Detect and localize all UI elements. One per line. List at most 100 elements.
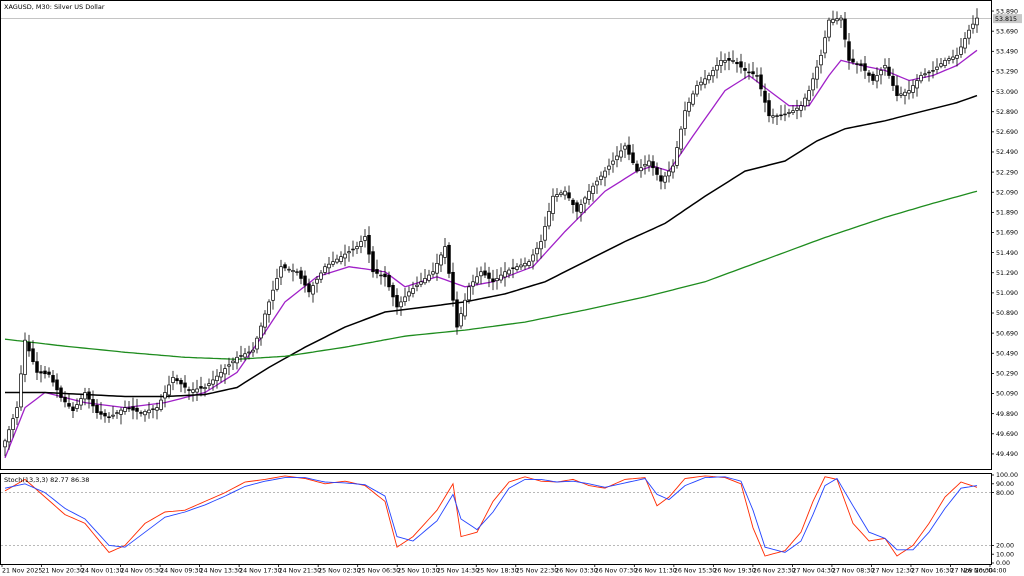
bull-candle <box>515 266 519 270</box>
bull-candle <box>603 170 607 178</box>
price-tick-label: 53.490 <box>996 49 1018 56</box>
price-tick-label: 53.290 <box>996 69 1018 76</box>
bull-candle <box>163 392 167 399</box>
bull-candle <box>755 75 759 77</box>
bull-candle <box>475 276 479 284</box>
time-tick-label: 24 Nov 13:30 <box>200 568 242 575</box>
bull-candle <box>327 263 331 269</box>
stochastic-panel-frame <box>0 473 992 565</box>
bear-candle <box>739 61 743 68</box>
bull-candle <box>167 384 171 396</box>
bear-candle <box>659 175 663 182</box>
time-tick-label: 25 Nov 22:30 <box>516 568 558 575</box>
stoch-tick-label: 20.00 <box>996 543 1014 550</box>
stoch-tick-label: 0.00 <box>996 560 1010 567</box>
bull-candle <box>563 190 567 196</box>
bull-candle <box>787 112 791 114</box>
price-tick-label: 49.690 <box>996 431 1018 438</box>
bear-candle <box>391 284 395 298</box>
bull-candle <box>715 65 719 71</box>
bull-candle <box>267 301 271 315</box>
bull-candle <box>211 379 215 385</box>
bull-candle <box>223 368 227 375</box>
bull-candle <box>675 147 679 166</box>
bull-candle <box>423 278 427 284</box>
bull-candle <box>835 18 839 22</box>
bull-candle <box>207 383 211 386</box>
ema-mid-line <box>5 94 978 398</box>
bull-candle <box>467 286 471 301</box>
bull-candle <box>803 97 807 107</box>
ema-slow-line <box>4 190 978 360</box>
bull-candle <box>271 289 275 301</box>
bear-candle <box>867 72 871 76</box>
bull-candle <box>723 60 727 63</box>
time-tick-label: 25 Nov 10:30 <box>397 568 439 575</box>
bull-candle <box>811 78 815 91</box>
bear-candle <box>283 264 287 269</box>
time-tick-label: 27 Nov 04:30 <box>792 568 834 575</box>
stoch-tick-label: 90.00 <box>996 481 1014 488</box>
bull-candle <box>335 258 339 263</box>
bear-candle <box>183 382 187 388</box>
bull-candle <box>619 150 623 158</box>
bull-candle <box>143 411 147 416</box>
bear-candle <box>139 412 143 414</box>
bull-candle <box>903 91 907 96</box>
time-tick-label: 25 Nov 14:30 <box>437 568 479 575</box>
bear-candle <box>455 299 459 328</box>
bull-candle <box>947 58 951 61</box>
bull-candle <box>331 261 335 265</box>
bear-candle <box>779 114 783 117</box>
bear-candle <box>103 412 107 417</box>
bear-candle <box>99 411 103 415</box>
bear-candle <box>71 406 75 411</box>
bull-candle <box>959 46 963 55</box>
bull-candle <box>539 241 543 250</box>
stoch-signal-line <box>4 476 978 553</box>
bull-candle <box>123 407 127 412</box>
time-tick-label: 24 Nov 09:30 <box>160 568 202 575</box>
bull-candle <box>623 145 627 150</box>
bull-candle <box>403 296 407 302</box>
bull-candle <box>359 241 363 247</box>
bull-candle <box>807 90 811 101</box>
bull-candle <box>251 349 255 353</box>
bull-candle <box>599 175 603 180</box>
bear-candle <box>135 407 139 412</box>
bull-candle <box>235 356 239 364</box>
bull-candle <box>831 19 835 23</box>
bull-candle <box>427 274 431 281</box>
bull-candle <box>683 110 687 129</box>
time-tick-label: 24 Nov 01:30 <box>81 568 123 575</box>
bull-candle <box>311 285 315 295</box>
price-tick-label: 52.690 <box>996 129 1018 136</box>
bear-candle <box>39 371 43 374</box>
bear-candle <box>179 380 183 385</box>
bear-candle <box>451 271 455 301</box>
bear-candle <box>735 62 739 65</box>
bull-candle <box>435 262 439 274</box>
bear-candle <box>131 406 135 411</box>
bull-candle <box>899 93 903 96</box>
bull-candle <box>315 278 319 284</box>
bull-candle <box>819 54 823 66</box>
bull-candle <box>443 246 447 258</box>
bear-candle <box>383 273 387 278</box>
bull-candle <box>255 337 259 350</box>
bull-candle <box>679 128 683 150</box>
bull-candle <box>839 17 843 21</box>
bull-candle <box>923 73 927 76</box>
price-tick-label: 53.690 <box>996 28 1018 35</box>
time-tick-label: 26 Nov 03:30 <box>555 568 597 575</box>
bull-candle <box>83 392 87 400</box>
bear-candle <box>367 235 371 255</box>
bull-candle <box>559 192 563 195</box>
bear-candle <box>199 386 203 389</box>
bull-candle <box>419 281 423 285</box>
price-tick-label: 51.090 <box>996 290 1018 297</box>
bull-candle <box>203 387 207 389</box>
bear-candle <box>891 75 895 86</box>
bear-candle <box>59 387 63 398</box>
bull-candle <box>639 167 643 172</box>
